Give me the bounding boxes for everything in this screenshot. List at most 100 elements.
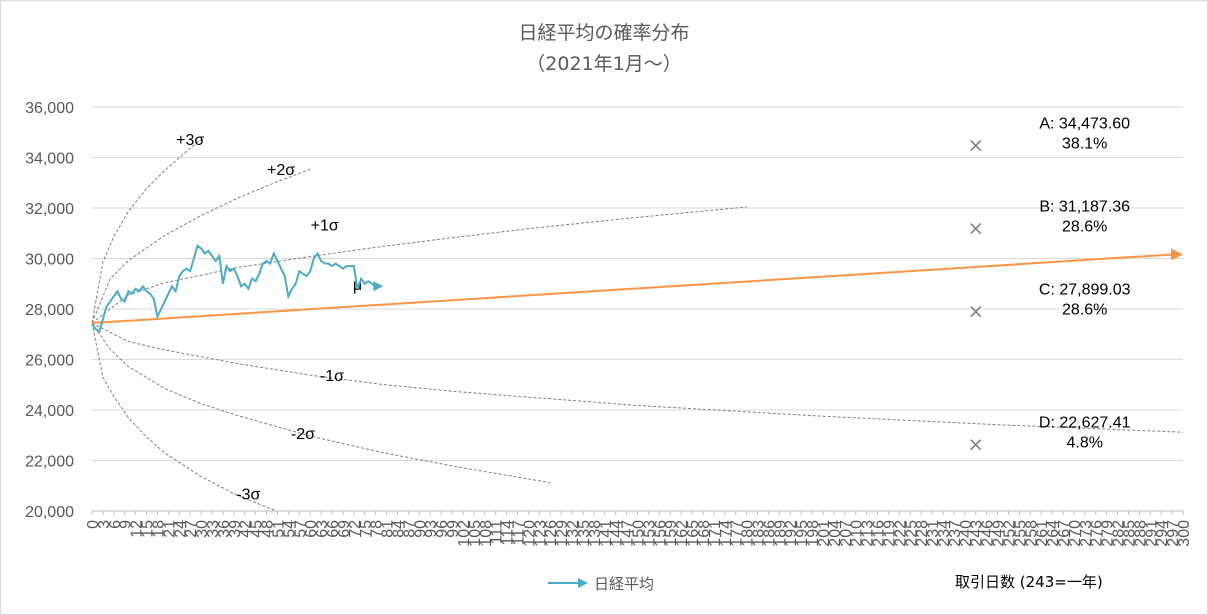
legend-label: 日経平均 — [594, 575, 654, 593]
x-tick-label: 111 — [489, 520, 506, 544]
x-tick-label: 159 — [663, 520, 680, 547]
x-tick-label: 147 — [620, 520, 637, 547]
x-tick-label: 207 — [838, 520, 855, 547]
x-tick-label: 297 — [1165, 520, 1182, 547]
y-tick-label: 26,000 — [25, 353, 74, 370]
x-tick-label: 39 — [227, 520, 244, 538]
x-tick-label: 120 — [521, 520, 538, 547]
x-tick-label: 267 — [1056, 520, 1073, 547]
sigma-curve — [92, 322, 1184, 433]
x-tick-label: 177 — [729, 520, 746, 547]
mu-line — [91, 253, 1174, 325]
point-label: A: 34,473.60 — [1039, 116, 1130, 133]
x-tick-label: 138 — [587, 520, 604, 547]
y-tick-label: 22,000 — [25, 454, 74, 471]
x-tick-label: 201 — [816, 520, 833, 547]
x-tick-label: 24 — [172, 520, 189, 538]
x-tick-label: 21 — [161, 520, 178, 538]
x-tick-label: 204 — [827, 520, 844, 547]
point-marker — [970, 439, 982, 451]
x-tick-label: 165 — [685, 520, 702, 547]
x-tick-label: 36 — [216, 520, 233, 538]
x-tick-label: 213 — [860, 520, 877, 547]
x-tick-label: 84 — [390, 520, 407, 538]
x-tick-label: 255 — [1012, 520, 1029, 547]
x-tick-label: 240 — [958, 520, 975, 547]
x-tick-label: 135 — [576, 520, 593, 547]
x-tick-label: 51 — [270, 520, 287, 538]
x-tick-label: 189 — [772, 520, 789, 547]
x-axis-label: 取引日数 (243=一年) — [955, 573, 1103, 591]
x-tick-label: 90 — [412, 520, 429, 538]
y-tick-label: 28,000 — [25, 302, 74, 319]
x-tick-label: 225 — [903, 520, 920, 547]
series-layer: μ — [91, 244, 1183, 334]
probability-points: A: 34,473.60 38.1% B: 31,187.36 28.6% C: 27,… — [970, 116, 1131, 452]
chart-title: 日経平均の確率分布 — [518, 22, 689, 44]
sigma-curve — [92, 322, 278, 511]
grid-layer — [92, 106, 1183, 461]
point-probability: 28.6% — [1062, 302, 1107, 319]
x-tick-label: 273 — [1078, 520, 1095, 547]
x-tick-label: 186 — [761, 520, 778, 547]
x-tick-label: 93 — [423, 520, 440, 538]
x-tick-label: 105 — [467, 520, 484, 547]
x-tick-label: 294 — [1154, 520, 1171, 547]
x-tick-label: 234 — [936, 520, 953, 547]
x-tick-label: 18 — [150, 520, 167, 538]
sigma-curves — [92, 139, 1184, 511]
x-tick-label: 288 — [1132, 520, 1149, 547]
point-label: D: 22,627.41 — [1039, 415, 1131, 432]
x-tick-label: 180 — [740, 520, 757, 547]
x-tick-label: 27 — [183, 520, 200, 538]
sigma-label: +1σ — [311, 218, 339, 235]
point-probability: 38.1% — [1062, 136, 1107, 153]
sigma-curve — [92, 168, 311, 324]
mu-arrowhead — [1171, 248, 1183, 261]
x-tick-label: 171 — [707, 520, 724, 547]
x-tick-label: 129 — [554, 520, 571, 547]
axis-layer: 20,000 22,000 24,000 26,000 28,000 30,000 32,0… — [25, 100, 1193, 547]
x-tick-label: 75 — [358, 520, 375, 538]
x-tick-label: 63 — [314, 520, 331, 538]
x-tick-label: 48 — [260, 520, 277, 538]
point-label: B: 31,187.36 — [1039, 199, 1130, 216]
x-tick-label: 45 — [249, 520, 266, 538]
x-tick-label: 192 — [783, 520, 800, 547]
y-tick-label: 34,000 — [25, 151, 74, 168]
x-tick-label: 66 — [325, 520, 342, 538]
y-tick-label: 30,000 — [25, 252, 74, 269]
x-tick-label: 228 — [914, 520, 931, 547]
x-tick-label: 153 — [641, 520, 658, 547]
x-tick-label: 141 — [598, 520, 615, 547]
x-tick-label: 210 — [849, 520, 866, 547]
x-tick-label: 15 — [140, 520, 157, 538]
x-tick-label: 231 — [925, 520, 942, 547]
x-tick-label: 9 — [118, 520, 135, 529]
point-probability: 28.6% — [1062, 219, 1107, 236]
x-tick-label: 216 — [871, 520, 888, 547]
sigma-curve — [92, 139, 202, 324]
x-tick-label: 99 — [445, 520, 462, 538]
x-tick-label: 81 — [380, 520, 397, 538]
x-tick-label: 252 — [1001, 520, 1018, 547]
sigma-label: +3σ — [176, 132, 204, 149]
y-tick-label: 20,000 — [25, 504, 74, 521]
x-tick-label: 3 — [96, 520, 113, 529]
x-tick-label: 222 — [892, 520, 909, 547]
point-label: C: 27,899.03 — [1039, 282, 1131, 299]
x-tick-label: 162 — [674, 520, 691, 547]
x-tick-label: 174 — [718, 520, 735, 547]
x-tick-label: 96 — [434, 520, 451, 538]
x-tick-label: 300 — [1176, 520, 1193, 547]
x-tick-label: 249 — [991, 520, 1008, 547]
x-tick-label: 261 — [1034, 520, 1051, 547]
x-tick-label: 285 — [1121, 520, 1138, 547]
x-tick-label: 276 — [1089, 520, 1106, 547]
x-tick-label: 279 — [1100, 520, 1117, 547]
x-tick-label: 69 — [336, 520, 353, 538]
x-tick-label: 150 — [631, 520, 648, 547]
x-tick-label: 195 — [794, 520, 811, 547]
y-tick-label: 36,000 — [25, 100, 74, 117]
